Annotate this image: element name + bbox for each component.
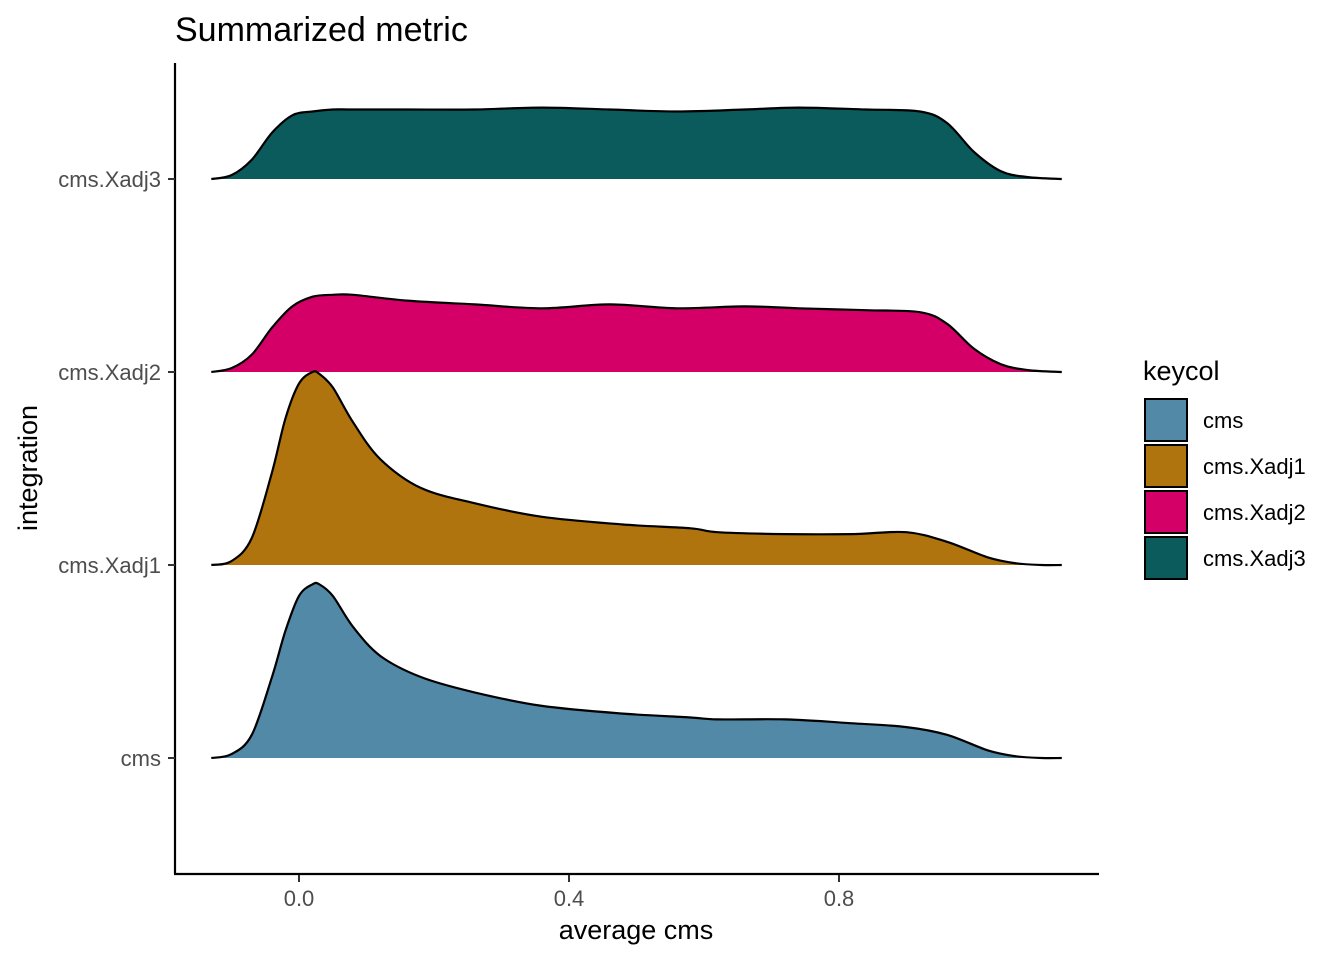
y-tick-label-cms-xadj3: cms.Xadj3 [58,167,161,192]
legend-title: keycol [1143,356,1220,386]
ridge-fill-cms [211,582,1062,759]
ridge-fill-cms-xadj2 [211,294,1062,372]
ridges [211,106,1062,760]
ridge-outline-cms-xadj2 [211,293,1062,374]
legend-label: cms [1203,408,1243,433]
ridge-outline-cms-xadj3 [211,106,1062,181]
legend-swatch [1144,490,1188,534]
legend-item-cms: cms [1144,398,1243,442]
legend: keycol cms cms.Xadj1 cms.Xadj2 cms.Xadj3 [1143,356,1306,580]
ridge-cms-xadj2 [211,293,1062,374]
ridge-cms-xadj1 [211,370,1062,567]
chart-title: Summarized metric [175,11,468,49]
x-tick-label: 0.4 [554,886,585,911]
legend-swatch [1144,398,1188,442]
legend-item-cms-xadj2: cms.Xadj2 [1144,490,1306,534]
x-tick-label: 0.8 [824,886,855,911]
ridge-cms [211,581,1062,760]
legend-items: cms cms.Xadj1 cms.Xadj2 cms.Xadj3 [1144,398,1306,580]
legend-item-cms-xadj3: cms.Xadj3 [1144,536,1306,580]
axes: 0.0 0.4 0.8 cms cms.Xadj1 cms.Xadj2 cms.Xadj3 [58,63,1099,911]
x-tick-label: 0.0 [284,886,315,911]
y-tick-label-cms-xadj1: cms.Xadj1 [58,553,161,578]
y-ticks: cms cms.Xadj1 cms.Xadj2 cms.Xadj3 [58,167,175,771]
legend-item-cms-xadj1: cms.Xadj1 [1144,444,1306,488]
legend-label: cms.Xadj2 [1203,500,1306,525]
x-axis-title: average cms [559,915,714,945]
ridge-outline-cms-xadj1 [211,370,1062,567]
legend-label: cms.Xadj1 [1203,454,1306,479]
y-tick-label-cms-xadj2: cms.Xadj2 [58,360,161,385]
ridge-fill-cms-xadj3 [211,107,1062,179]
ridge-cms-xadj3 [211,106,1062,181]
y-tick-label-cms: cms [121,746,161,771]
ridge-outline-cms [211,581,1062,760]
legend-label: cms.Xadj3 [1203,546,1306,571]
x-ticks: 0.0 0.4 0.8 [284,875,855,911]
ridge-fill-cms-xadj1 [211,371,1062,566]
legend-swatch [1144,444,1188,488]
y-axis-title: integration [13,405,43,531]
legend-swatch [1144,536,1188,580]
